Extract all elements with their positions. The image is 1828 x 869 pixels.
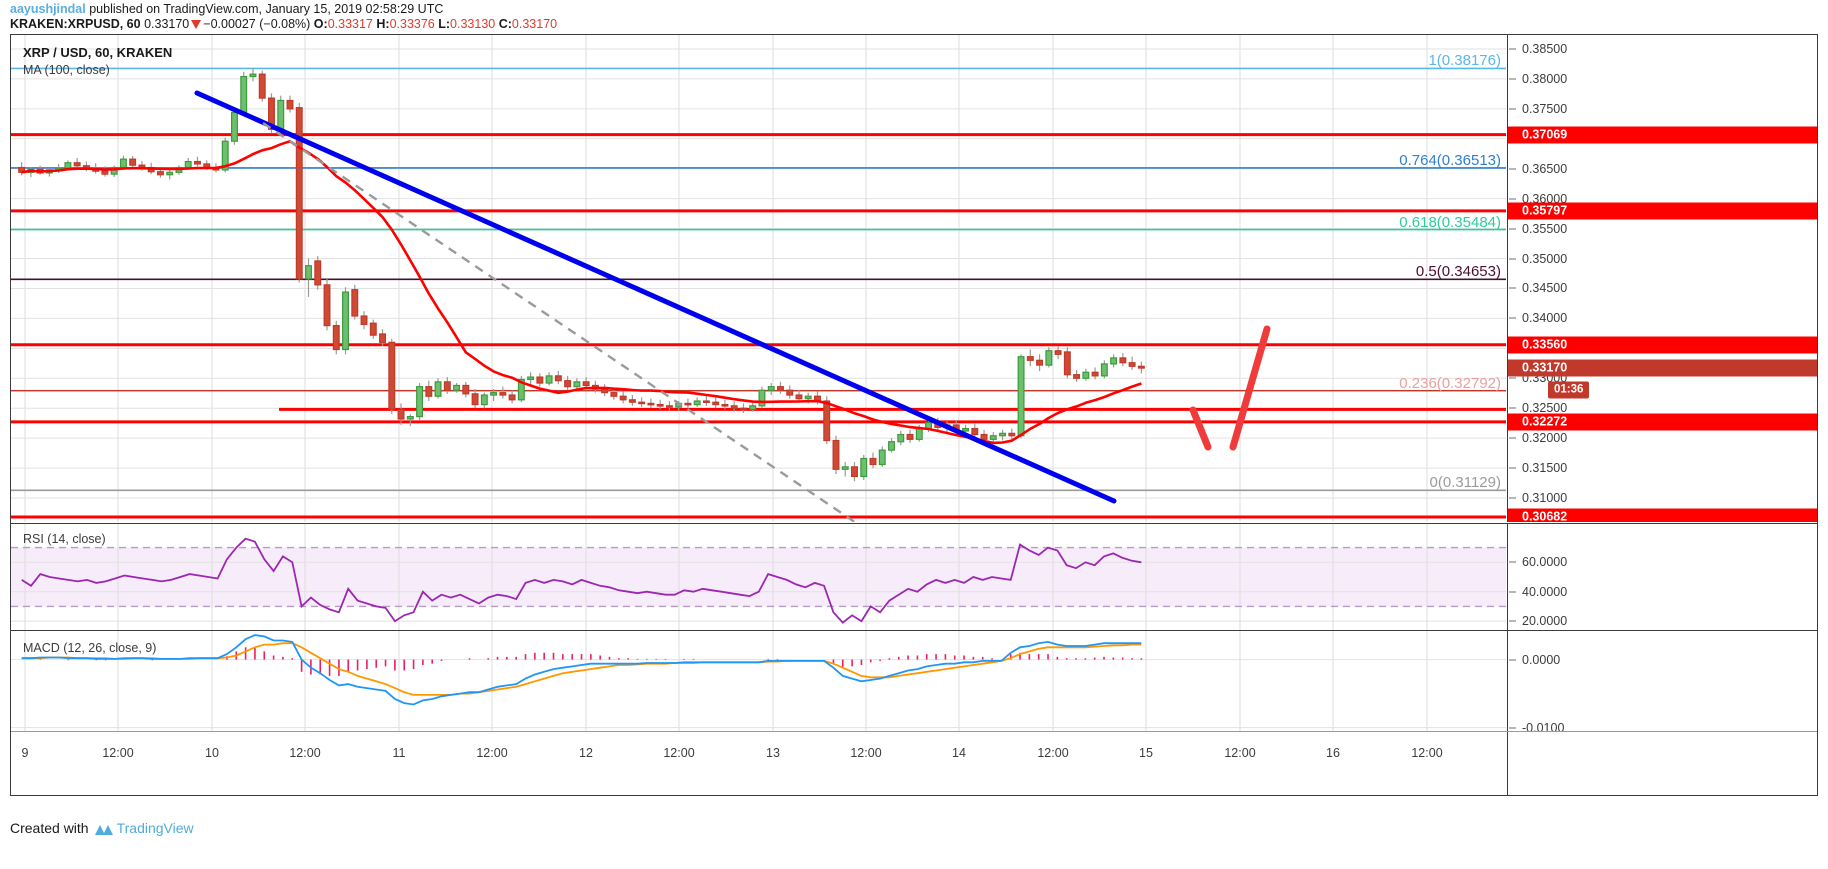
publication-line: aayushjindal published on TradingView.co… <box>10 2 443 16</box>
change-percent: (−0.08%) <box>259 17 311 31</box>
price-highlight-label: 0.37069 <box>1508 126 1817 144</box>
open-label: O: <box>313 17 328 31</box>
time-tick-label: 13 <box>766 746 780 760</box>
price-tick-label: 0.31500 <box>1509 461 1567 475</box>
price-tick-label: 0.32500 <box>1509 401 1567 415</box>
time-tick-label: 12:00 <box>1224 746 1256 760</box>
price-tick-label: 0.32000 <box>1509 431 1567 445</box>
price-tick-label: 0.38500 <box>1509 42 1567 56</box>
price-highlight-label: 0.33560 <box>1508 336 1817 354</box>
open-value: 0.33317 <box>327 17 373 31</box>
price-tick-label: 0.34500 <box>1509 281 1567 295</box>
time-tick-label: 12:00 <box>850 746 882 760</box>
high-label: H: <box>376 17 390 31</box>
symbol-quote-line: KRAKEN:XRPUSD, 60 0.33170 −0.00027 (−0.08… <box>10 17 557 31</box>
rsi-tick-label: 60.0000 <box>1509 555 1567 569</box>
time-axis-area[interactable]: 9 12:00 10 12:00 11 12:00 12 12:00 13 12:00 14 12:0… <box>11 732 1506 796</box>
rsi-axis[interactable]: 60.0000 40.0000 20.0000 <box>1507 524 1817 630</box>
author-name[interactable]: aayushjindal <box>10 2 86 16</box>
chart-frame[interactable]: 1(0.38176) 0.764(0.36513) 0.618(0.35484) 0.… <box>10 34 1818 796</box>
time-axis-corner <box>1507 732 1817 796</box>
time-tick-label: 12:00 <box>476 746 508 760</box>
chart-legend-ma: MA (100, close) <box>23 63 110 77</box>
close-label: C: <box>498 17 512 31</box>
time-tick-label: 12:00 <box>289 746 321 760</box>
rsi-tick-label: 20.0000 <box>1509 614 1567 628</box>
macd-tick-label: 0.0000 <box>1509 653 1560 667</box>
price-tick-label: 0.37500 <box>1509 102 1567 116</box>
last-price: 0.33170 <box>144 17 190 31</box>
price-highlight-label: 0.35797 <box>1508 202 1817 220</box>
price-axis[interactable]: 0.385000.380000.375000.370000.365000.360… <box>1507 35 1817 522</box>
macd-pane[interactable]: MACD (12, 26, close, 9) 0.0000 -0.0100 <box>11 630 1817 731</box>
published-text: published on TradingView.com, January 15… <box>85 2 444 16</box>
high-value: 0.33376 <box>389 17 435 31</box>
time-tick-label: 15 <box>1139 746 1153 760</box>
low-label: L: <box>438 17 451 31</box>
macd-axis[interactable]: 0.0000 -0.0100 <box>1507 631 1817 731</box>
price-tick-label: 0.35500 <box>1509 222 1567 236</box>
price-plot-area[interactable]: 1(0.38176) 0.764(0.36513) 0.618(0.35484) 0.… <box>11 35 1506 522</box>
close-value: 0.33170 <box>511 17 558 31</box>
macd-plot-area[interactable]: MACD (12, 26, close, 9) <box>11 631 1506 731</box>
price-pane[interactable]: 1(0.38176) 0.764(0.36513) 0.618(0.35484) 0.… <box>11 35 1817 522</box>
chart-legend-title: XRP / USD, 60, KRAKEN <box>23 45 173 60</box>
symbol-label[interactable]: KRAKEN:XRPUSD, 60 <box>10 17 141 31</box>
chart-header: aayushjindal published on TradingView.co… <box>0 0 1828 31</box>
time-tick-label: 10 <box>205 746 219 760</box>
price-tick-label: 0.36000 <box>1509 192 1567 206</box>
rsi-series-svg <box>11 524 1506 630</box>
tradingview-brand[interactable]: TradingView <box>116 820 194 836</box>
price-tick-label: 0.38000 <box>1509 72 1567 86</box>
price-tick-label: 0.31000 <box>1509 491 1567 505</box>
low-value: 0.33130 <box>450 17 496 31</box>
time-tick-label: 12:00 <box>1037 746 1069 760</box>
rsi-tick-label: 40.0000 <box>1509 585 1567 599</box>
price-highlight-label: 0.32272 <box>1508 413 1817 431</box>
time-tick-label: 12:00 <box>1411 746 1443 760</box>
time-tick-label: 9 <box>21 746 29 760</box>
macd-series-svg <box>11 631 1506 731</box>
price-highlight-label: 0.33170 <box>1508 359 1817 377</box>
time-tick-label: 16 <box>1326 746 1340 760</box>
change-absolute: −0.00027 <box>203 17 256 31</box>
rsi-plot-area[interactable]: RSI (14, close) <box>11 524 1506 630</box>
time-tick-label: 14 <box>952 746 966 760</box>
triangle-down-icon <box>191 20 202 29</box>
price-highlight-label: 0.30682 <box>1508 508 1817 522</box>
price-series-svg <box>11 35 1506 522</box>
time-tick-label: 11 <box>392 746 406 760</box>
price-tick-label: 0.35000 <box>1509 252 1567 266</box>
footer-credit: Created with TradingView <box>10 820 194 840</box>
price-tick-label: 0.34000 <box>1509 311 1567 325</box>
time-tick-label: 12 <box>579 746 593 760</box>
countdown-badge: 01:36 <box>1548 381 1590 399</box>
price-tick-label: 0.36500 <box>1509 162 1567 176</box>
time-tick-label: 12:00 <box>663 746 695 760</box>
time-tick-label: 12:00 <box>102 746 134 760</box>
time-axis-pane[interactable]: 9 12:00 10 12:00 11 12:00 12 12:00 13 12:00 14 12:0… <box>11 731 1817 796</box>
tradingview-logo-icon <box>94 822 114 840</box>
rsi-pane[interactable]: RSI (14, close) 60.0000 40.0000 20.0000 <box>11 523 1817 630</box>
macd-tick-label: -0.0100 <box>1509 721 1564 731</box>
created-with-label: Created with <box>10 820 89 836</box>
